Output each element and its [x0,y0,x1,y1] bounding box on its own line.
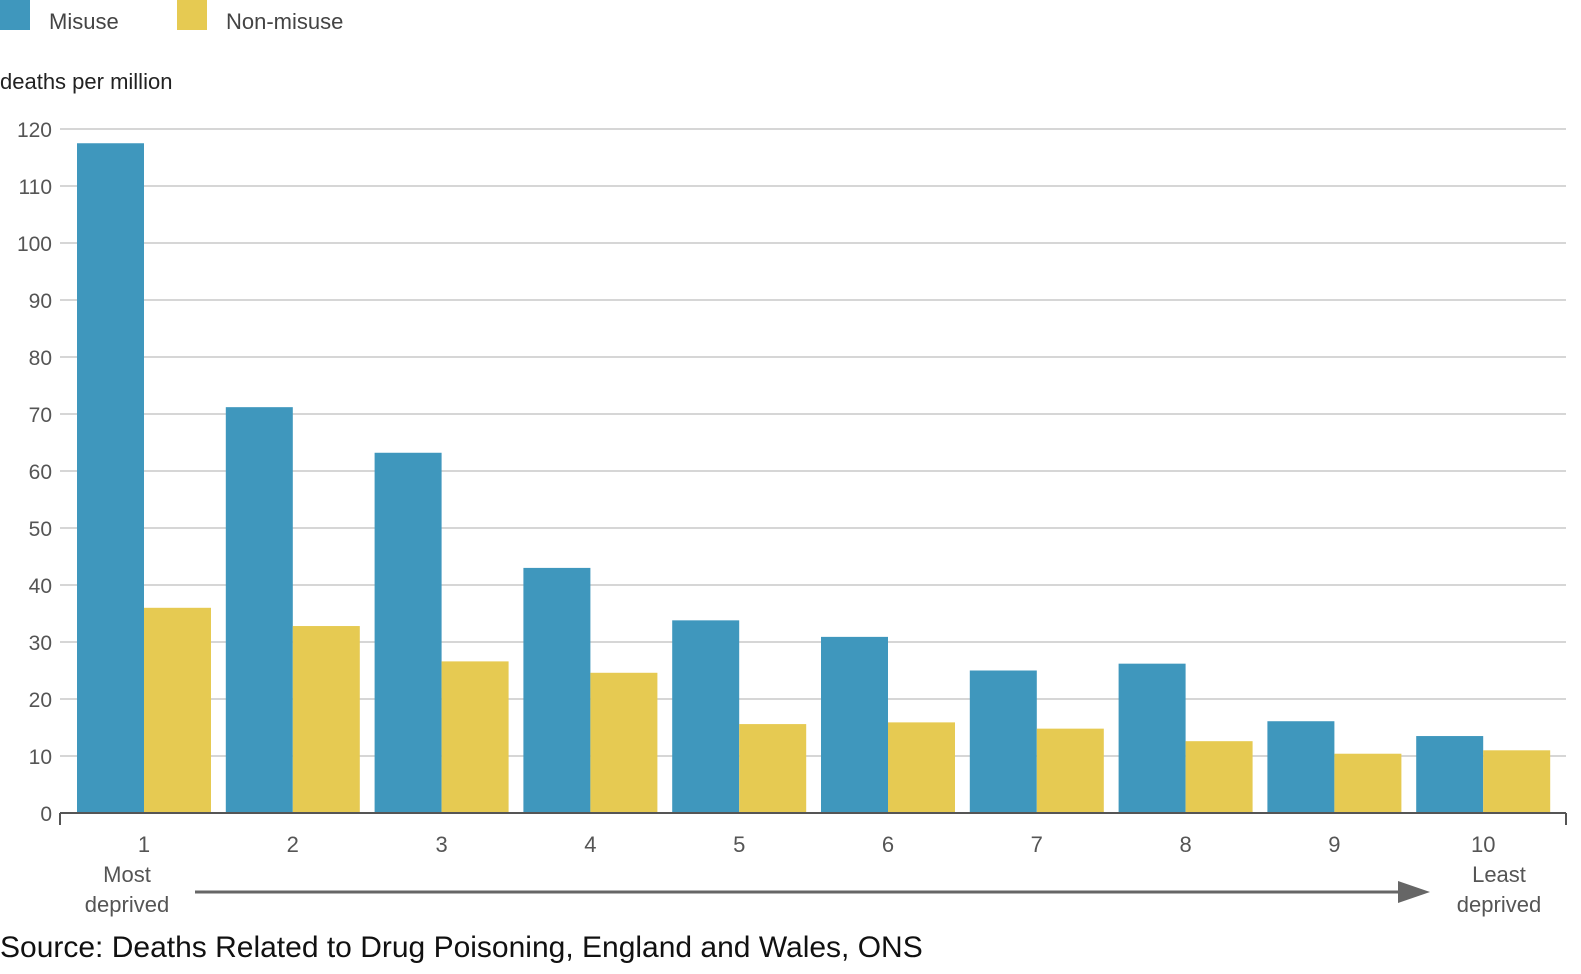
x-tick-7: 7 [1031,832,1043,857]
bar-misuse-6 [821,636,888,813]
x-tick-2: 2 [287,832,299,857]
x-tick-1: 1 [138,832,150,857]
annotation-least: Least [1472,862,1526,887]
y-tick-80: 80 [29,347,52,370]
y-tick-70: 70 [29,404,52,427]
deprivation-arrow [195,881,1430,903]
x-tick-3: 3 [435,832,447,857]
bar-misuse-3 [374,452,442,813]
legend-label-misuse: Misuse [49,9,119,34]
y-tick-0: 0 [40,803,52,826]
legend-swatch-misuse [0,0,30,30]
x-tick-10: 10 [1471,832,1495,857]
x-axis [59,812,1567,825]
x-tick-8: 8 [1179,832,1191,857]
bar-non-misuse-9 [1334,753,1402,813]
x-tick-4: 4 [584,832,596,857]
y-tick-50: 50 [29,518,52,541]
bar-non-misuse-7 [1036,728,1104,813]
annotation-most-deprived: deprived [85,892,169,917]
x-tick-5: 5 [733,832,745,857]
bar-misuse-1 [77,143,144,813]
annotation-most: Most [103,862,151,887]
bar-non-misuse-10 [1483,750,1551,813]
y-tick-90: 90 [29,290,52,313]
y-tick-110: 110 [19,176,52,199]
bar-misuse-5 [672,620,740,813]
y-tick-40: 40 [29,575,52,598]
bar-misuse-8 [1118,663,1186,813]
y-tick-30: 30 [29,632,52,655]
bar-misuse-4 [523,567,591,813]
legend: Misuse Non-misuse [0,0,343,34]
legend-swatch-non-misuse [177,0,207,30]
x-tick-9: 9 [1328,832,1340,857]
x-tick-6: 6 [882,832,894,857]
bar-non-misuse-4 [590,672,658,813]
y-tick-20: 20 [29,689,52,712]
y-tick-10: 10 [29,746,52,769]
arrow-head [1398,881,1430,903]
bar-non-misuse-1 [144,607,211,813]
bar-non-misuse-8 [1185,741,1253,813]
bar-misuse-10 [1416,736,1484,813]
source-text: Source: Deaths Related to Drug Poisoning… [0,931,923,964]
y-tick-labels: 0 10 20 30 40 50 60 70 80 90 100 110 120 [17,119,52,826]
bar-non-misuse-3 [441,661,509,813]
legend-label-non-misuse: Non-misuse [226,9,343,34]
y-axis-label: deaths per million [0,69,172,94]
bar-non-misuse-2 [292,626,360,813]
y-tick-100: 100 [17,233,52,256]
bar-non-misuse-5 [739,724,807,813]
annotation-least-deprived: deprived [1457,892,1541,917]
bar-misuse-9 [1267,721,1335,813]
y-tick-60: 60 [29,461,52,484]
bar-non-misuse-6 [888,722,955,813]
x-tick-labels: 1 2 3 4 5 6 7 8 9 10 [138,832,1496,857]
bar-misuse-7 [969,670,1037,813]
y-tick-120: 120 [17,119,52,142]
bars [77,143,1551,813]
bar-misuse-2 [225,407,293,813]
